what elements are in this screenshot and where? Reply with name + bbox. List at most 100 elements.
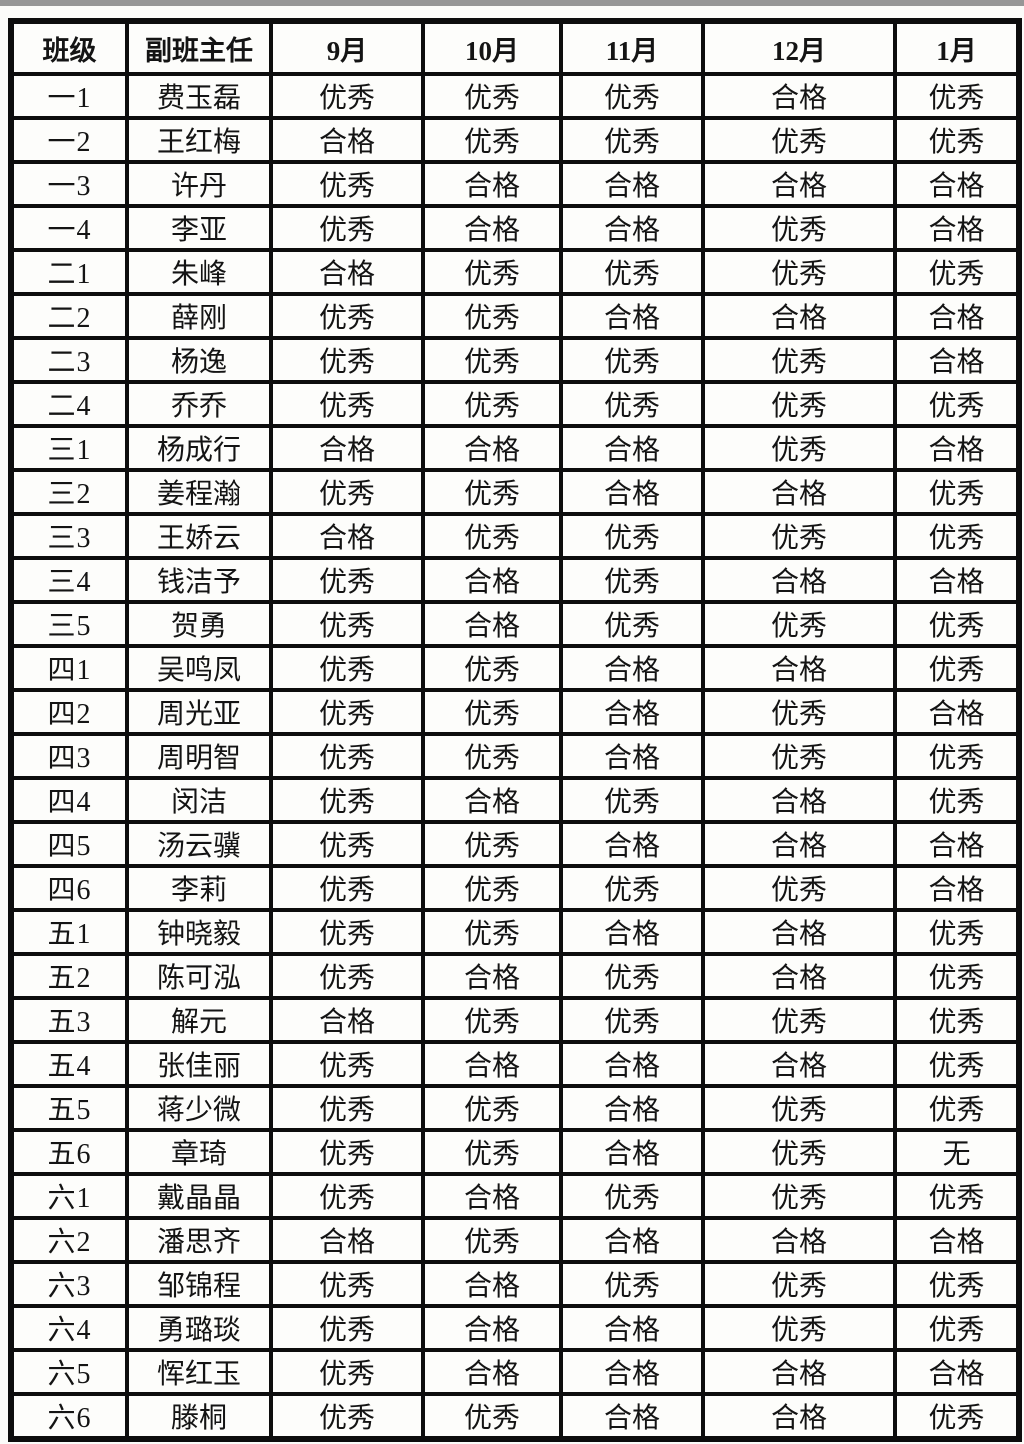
- teacher-cell: 邹锦程: [125, 1260, 273, 1308]
- grade-cell-month-11: 合格: [559, 908, 705, 956]
- column-header-month-11: 11月: [559, 19, 705, 76]
- grade-cell-month-12: 优秀: [701, 600, 897, 648]
- grade-cell-month-12: 优秀: [701, 380, 897, 428]
- grade-cell-month-12: 合格: [701, 292, 897, 340]
- grade-cell-month-12: 优秀: [701, 1304, 897, 1352]
- grade-cell-month-1: 优秀: [893, 996, 1021, 1044]
- grade-cell-month-12: 合格: [701, 644, 897, 692]
- teacher-cell: 勇璐琰: [125, 1304, 273, 1352]
- class-cell: 五3: [9, 996, 129, 1044]
- grade-cell-month-9: 优秀: [269, 820, 425, 868]
- grade-cell-month-9: 合格: [269, 424, 425, 472]
- grade-cell-month-11: 合格: [559, 468, 705, 516]
- class-cell: 六2: [9, 1216, 129, 1264]
- grade-cell-month-1: 优秀: [893, 644, 1021, 692]
- grade-cell-month-9: 优秀: [269, 600, 425, 648]
- grade-cell-month-1: 合格: [893, 1348, 1021, 1396]
- class-cell: 三1: [9, 424, 129, 472]
- teacher-cell: 戴晶晶: [125, 1172, 273, 1220]
- grade-cell-month-1: 合格: [893, 424, 1021, 472]
- teacher-cell: 张佳丽: [125, 1040, 273, 1088]
- grade-cell-month-11: 合格: [559, 1348, 705, 1396]
- class-cell: 一2: [9, 116, 129, 164]
- grade-cell-month-9: 优秀: [269, 1084, 425, 1132]
- class-cell: 五5: [9, 1084, 129, 1132]
- grade-cell-month-1: 优秀: [893, 1172, 1021, 1220]
- grade-cell-month-12: 优秀: [701, 996, 897, 1044]
- class-cell: 四3: [9, 732, 129, 780]
- teacher-cell: 汤云骥: [125, 820, 273, 868]
- grade-cell-month-10: 优秀: [421, 468, 563, 516]
- grade-cell-month-10: 合格: [421, 424, 563, 472]
- grade-cell-month-10: 合格: [421, 952, 563, 1000]
- grade-cell-month-11: 优秀: [559, 1172, 705, 1220]
- column-header-teacher: 副班主任: [125, 19, 273, 76]
- grade-cell-month-10: 合格: [421, 556, 563, 604]
- table-row: 六3 邹锦程 优秀 合格 优秀 优秀 优秀: [9, 1260, 1021, 1308]
- grade-cell-month-1: 优秀: [893, 512, 1021, 560]
- grade-cell-month-10: 优秀: [421, 116, 563, 164]
- grade-cell-month-12: 优秀: [701, 116, 897, 164]
- class-cell: 六6: [9, 1392, 129, 1441]
- grade-cell-month-11: 优秀: [559, 336, 705, 384]
- grade-cell-month-1: 优秀: [893, 1040, 1021, 1088]
- teacher-cell: 姜程瀚: [125, 468, 273, 516]
- class-cell: 六5: [9, 1348, 129, 1396]
- class-cell: 六1: [9, 1172, 129, 1220]
- class-cell: 五6: [9, 1128, 129, 1176]
- class-cell: 二2: [9, 292, 129, 340]
- class-cell: 五2: [9, 952, 129, 1000]
- grade-cell-month-11: 优秀: [559, 776, 705, 824]
- table-row: 四6 李莉 优秀 优秀 优秀 优秀 合格: [9, 864, 1021, 912]
- grade-cell-month-12: 合格: [701, 908, 897, 956]
- class-cell: 四4: [9, 776, 129, 824]
- grade-cell-month-11: 优秀: [559, 116, 705, 164]
- class-cell: 三3: [9, 512, 129, 560]
- table-row: 三5 贺勇 优秀 合格 优秀 优秀 优秀: [9, 600, 1021, 648]
- grade-cell-month-11: 优秀: [559, 1260, 705, 1308]
- grade-cell-month-12: 合格: [701, 160, 897, 208]
- grade-cell-month-9: 优秀: [269, 204, 425, 252]
- table-row: 二3 杨逸 优秀 优秀 优秀 优秀 合格: [9, 336, 1021, 384]
- grade-cell-month-12: 优秀: [701, 248, 897, 296]
- grade-cell-month-12: 优秀: [701, 424, 897, 472]
- table-row: 六6 滕桐 优秀 优秀 合格 合格 优秀: [9, 1392, 1021, 1441]
- grade-cell-month-10: 优秀: [421, 336, 563, 384]
- table-row: 五5 蒋少微 优秀 优秀 合格 优秀 优秀: [9, 1084, 1021, 1132]
- grade-cell-month-9: 合格: [269, 996, 425, 1044]
- teacher-cell: 王红梅: [125, 116, 273, 164]
- teacher-cell: 费玉磊: [125, 72, 273, 120]
- teacher-cell: 乔乔: [125, 380, 273, 428]
- grade-cell-month-10: 优秀: [421, 1216, 563, 1264]
- table-row: 四4 闵洁 优秀 合格 优秀 合格 优秀: [9, 776, 1021, 824]
- grade-cell-month-1: 合格: [893, 160, 1021, 208]
- grade-cell-month-12: 优秀: [701, 688, 897, 736]
- table-row: 一4 李亚 优秀 合格 合格 优秀 合格: [9, 204, 1021, 252]
- grade-cell-month-11: 优秀: [559, 600, 705, 648]
- grade-cell-month-10: 合格: [421, 160, 563, 208]
- teacher-cell: 解元: [125, 996, 273, 1044]
- table-row: 三3 王娇云 合格 优秀 优秀 优秀 优秀: [9, 512, 1021, 560]
- grade-cell-month-12: 合格: [701, 1392, 897, 1441]
- grade-cell-month-11: 合格: [559, 1216, 705, 1264]
- grade-cell-month-10: 优秀: [421, 996, 563, 1044]
- table-row: 四3 周明智 优秀 优秀 合格 优秀 优秀: [9, 732, 1021, 780]
- grade-cell-month-11: 合格: [559, 1128, 705, 1176]
- grade-cell-month-9: 优秀: [269, 1392, 425, 1441]
- class-cell: 四5: [9, 820, 129, 868]
- grade-cell-month-9: 优秀: [269, 72, 425, 120]
- grade-cell-month-12: 合格: [701, 776, 897, 824]
- grade-cell-month-10: 优秀: [421, 380, 563, 428]
- table-row: 三2 姜程瀚 优秀 优秀 合格 合格 优秀: [9, 468, 1021, 516]
- grade-cell-month-1: 优秀: [893, 1304, 1021, 1352]
- grade-cell-month-1: 合格: [893, 1216, 1021, 1264]
- grade-cell-month-10: 合格: [421, 1260, 563, 1308]
- grade-cell-month-9: 优秀: [269, 864, 425, 912]
- grade-cell-month-1: 合格: [893, 864, 1021, 912]
- grade-cell-month-11: 合格: [559, 424, 705, 472]
- class-cell: 五1: [9, 908, 129, 956]
- grade-cell-month-1: 优秀: [893, 116, 1021, 164]
- grade-cell-month-1: 优秀: [893, 468, 1021, 516]
- grade-cell-month-11: 优秀: [559, 248, 705, 296]
